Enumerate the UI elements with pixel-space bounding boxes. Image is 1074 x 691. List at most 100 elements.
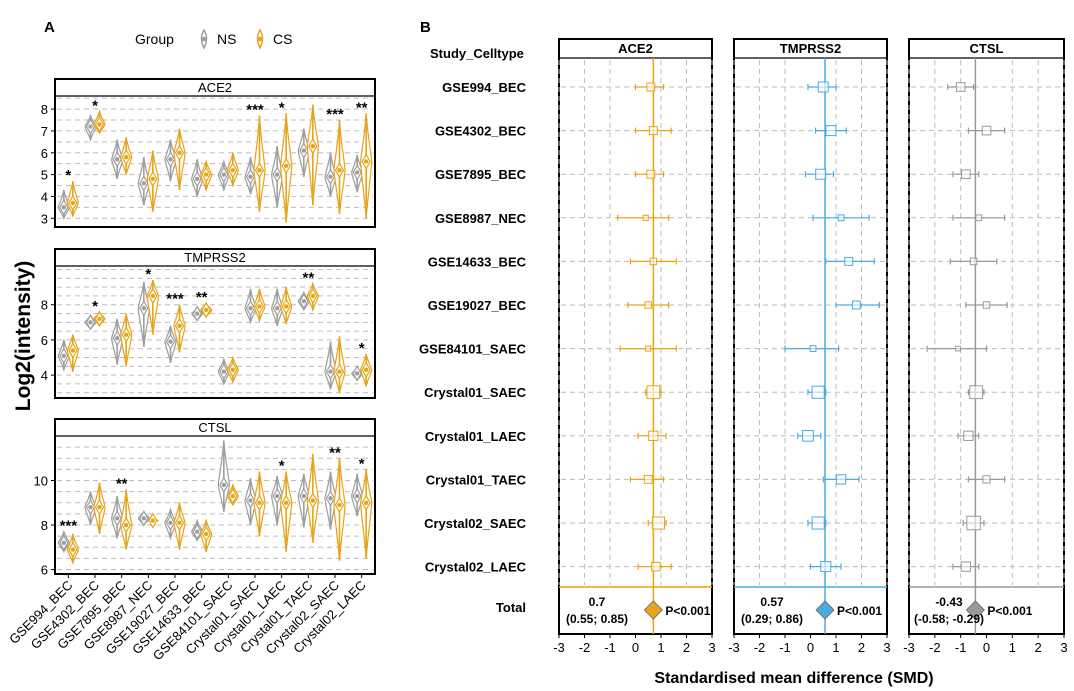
pooled-diamond xyxy=(965,600,985,620)
median-point-cs xyxy=(337,168,342,173)
forest-title: ACE2 xyxy=(618,41,653,56)
forest-frame xyxy=(908,38,1065,635)
y-tick-label: 10 xyxy=(34,474,48,489)
subplot-title: TMPRSS2 xyxy=(184,250,245,265)
effect-square xyxy=(969,385,984,400)
y-tick-label: 4 xyxy=(41,189,48,204)
median-point-ns xyxy=(248,498,253,503)
effect-square xyxy=(648,430,659,441)
median-point-cs xyxy=(177,150,182,155)
subplot-title: CTSL xyxy=(198,420,231,435)
x-tick-label: -2 xyxy=(579,640,591,655)
y-tick-label: 7 xyxy=(41,124,48,139)
effect-square xyxy=(981,125,992,136)
study-label: GSE19027_BEC xyxy=(428,298,527,313)
median-point-ns xyxy=(354,170,360,175)
effect-square xyxy=(643,474,653,484)
significance-label: *** xyxy=(166,291,184,308)
x-tick-label: 1 xyxy=(657,640,664,655)
study-label: GSE84101_SAEC xyxy=(419,342,527,357)
effect-square xyxy=(802,429,814,442)
median-point-cs xyxy=(283,304,289,309)
x-tick-label: 3 xyxy=(1060,640,1067,655)
median-point-cs xyxy=(337,502,342,508)
subplot-title: ACE2 xyxy=(198,80,232,95)
median-point-ns xyxy=(88,505,93,510)
median-point-cs xyxy=(283,500,289,505)
median-point-cs xyxy=(363,500,369,505)
median-point-ns xyxy=(61,205,67,210)
effect-square xyxy=(817,81,829,93)
median-point-cs xyxy=(177,520,182,526)
effect-square xyxy=(644,301,652,309)
legend-entry: NS xyxy=(217,31,236,47)
study-label: Crystal02_SAEC xyxy=(424,516,526,531)
legend-marker xyxy=(201,36,207,42)
pooled-ci: (-0.58; -0.29) xyxy=(914,612,984,626)
median-point-ns xyxy=(328,174,333,179)
effect-square xyxy=(649,257,658,266)
median-point-cs xyxy=(123,154,129,160)
effect-square xyxy=(844,256,854,266)
median-point-cs xyxy=(150,176,156,182)
significance-label: *** xyxy=(246,102,264,119)
median-point-ns xyxy=(194,176,200,182)
significance-label: * xyxy=(279,458,285,475)
x-tick-label: 2 xyxy=(1035,640,1042,655)
total-label: Total xyxy=(496,600,526,615)
median-point-ns xyxy=(141,306,147,311)
median-point-cs xyxy=(363,159,369,164)
effect-square xyxy=(815,168,827,180)
significance-label: ** xyxy=(196,289,208,306)
median-point-ns xyxy=(88,124,93,129)
forest-panel-ace2: ACE2 P<0.001 0.7 (0.55; 0.85)-3 -2 -1 0 1 2 3 xyxy=(553,38,716,655)
x-tick-label: -2 xyxy=(929,640,941,655)
median-point-ns xyxy=(248,174,253,179)
subplot-frame xyxy=(54,248,376,399)
significance-label: * xyxy=(279,99,285,116)
effect-square xyxy=(851,300,861,310)
x-tick-label: 1 xyxy=(1009,640,1016,655)
x-tick-label: 3 xyxy=(883,640,890,655)
x-tick-label: 0 xyxy=(983,640,990,655)
legend-violin-cs xyxy=(256,28,264,50)
study-label: GSE8987_NEC xyxy=(435,211,527,226)
x-tick-labels: GSE994_BECGSE4302_BECGSE7895_BECGSE8987_… xyxy=(6,574,369,663)
median-point-ns xyxy=(274,172,280,177)
row-header: Study_Celltype xyxy=(430,46,524,61)
median-point-ns xyxy=(168,339,173,344)
effect-square xyxy=(809,345,817,353)
median-point-cs xyxy=(70,348,76,353)
study-label: GSE7895_BEC xyxy=(435,167,527,182)
legend-entry: CS xyxy=(273,31,292,47)
legend-marker xyxy=(257,36,263,42)
significance-label: * xyxy=(145,266,151,283)
significance-label: * xyxy=(65,167,71,184)
median-point-ns xyxy=(168,520,173,526)
y-tick-label: 8 xyxy=(41,102,48,117)
panel-b: B Study_Celltype GSE994_BECGSE4302_BECGS… xyxy=(419,19,1068,687)
median-point-ns xyxy=(114,335,120,341)
median-point-ns xyxy=(221,369,227,374)
x-tick-label: -1 xyxy=(779,640,791,655)
forest-frame xyxy=(558,38,713,635)
median-point-cs xyxy=(150,518,156,523)
significance-label: * xyxy=(359,455,365,472)
pooled-ci: (0.29; 0.86) xyxy=(741,612,803,626)
effect-square xyxy=(811,516,825,530)
effect-square xyxy=(837,214,845,222)
median-point-cs xyxy=(203,531,209,537)
subplot-frame xyxy=(54,418,376,575)
median-point-cs xyxy=(257,500,262,505)
panel-a: A Group NS CS Log2(intensity) ACE2345678**… xyxy=(6,19,376,663)
study-label: Crystal01_TAEC xyxy=(426,472,527,487)
study-label: GSE994_BEC xyxy=(442,80,526,95)
median-point-ns xyxy=(328,496,333,501)
median-point-ns xyxy=(248,306,253,311)
x-tick-label: -1 xyxy=(604,640,616,655)
median-point-ns xyxy=(194,311,200,316)
pooled-ci: (0.55; 0.85) xyxy=(566,612,628,626)
effect-square xyxy=(961,169,971,179)
median-point-ns xyxy=(354,493,360,499)
